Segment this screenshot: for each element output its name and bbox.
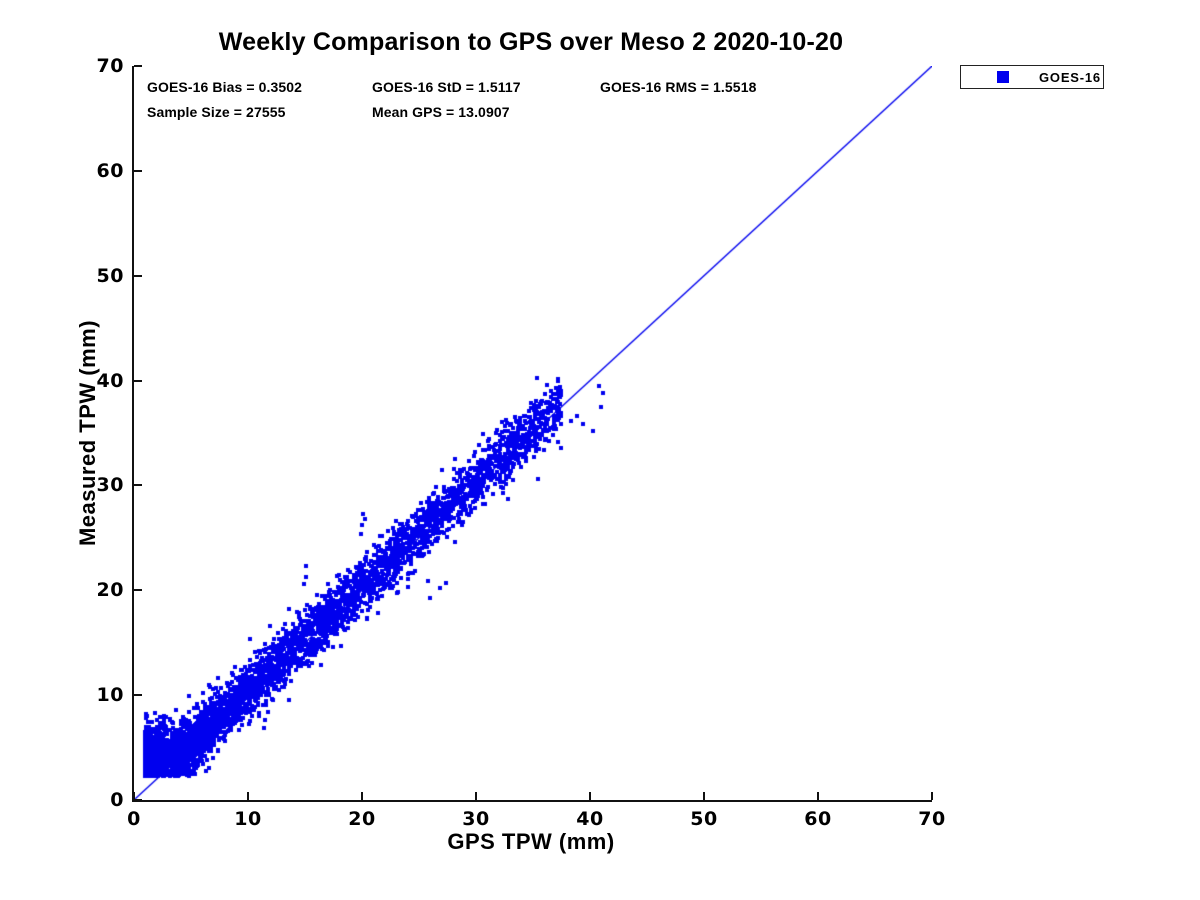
y-tick-label: 10: [96, 684, 124, 707]
y-tick-label: 30: [96, 474, 124, 497]
x-tick: [475, 792, 477, 800]
legend-marker-square-icon: [997, 71, 1009, 83]
x-tick: [931, 792, 933, 800]
y-tick: [134, 484, 142, 487]
y-tick-label: 0: [110, 789, 124, 811]
x-tick: [589, 792, 591, 800]
y-tick-label: 20: [96, 579, 124, 602]
x-tick: [247, 792, 249, 800]
y-tick: [134, 65, 142, 67]
x-tick: [703, 792, 705, 800]
y-tick-label: 40: [96, 369, 124, 392]
x-tick: [361, 792, 363, 800]
legend-label: GOES-16: [1039, 69, 1101, 85]
legend: GOES-16: [960, 65, 1104, 89]
x-tick-label: 0: [127, 808, 141, 830]
plot-area: 0 10 20 30 40 50 60 70 0 10 20 30 40 50 60 70: [97, 55, 946, 830]
x-tick: [817, 792, 819, 800]
y-tick: [134, 169, 142, 172]
y-tick-label: 70: [96, 55, 124, 77]
y-tick: [134, 589, 142, 592]
y-axis-label: Measured TPW (mm): [75, 319, 100, 547]
x-tick-label: 50: [690, 808, 718, 830]
y-tick: [134, 799, 142, 801]
x-axis-label: GPS TPW (mm): [447, 829, 615, 854]
x-tick-label: 30: [462, 808, 490, 830]
x-tick-label: 60: [804, 808, 832, 830]
y-tick: [134, 274, 142, 277]
x-tick: [133, 792, 135, 800]
x-tick-label: 10: [234, 808, 262, 830]
x-tick-label: 70: [918, 808, 946, 830]
chart-title: Weekly Comparison to GPS over Meso 2 202…: [218, 28, 844, 56]
y-tick: [134, 694, 142, 697]
scatter-canvas: [134, 66, 932, 800]
x-tick-label: 20: [348, 808, 376, 830]
x-tick-label: 40: [576, 808, 604, 830]
y-tick-label: 50: [96, 264, 124, 287]
y-tick: [134, 379, 142, 382]
y-tick-label: 60: [96, 159, 124, 182]
